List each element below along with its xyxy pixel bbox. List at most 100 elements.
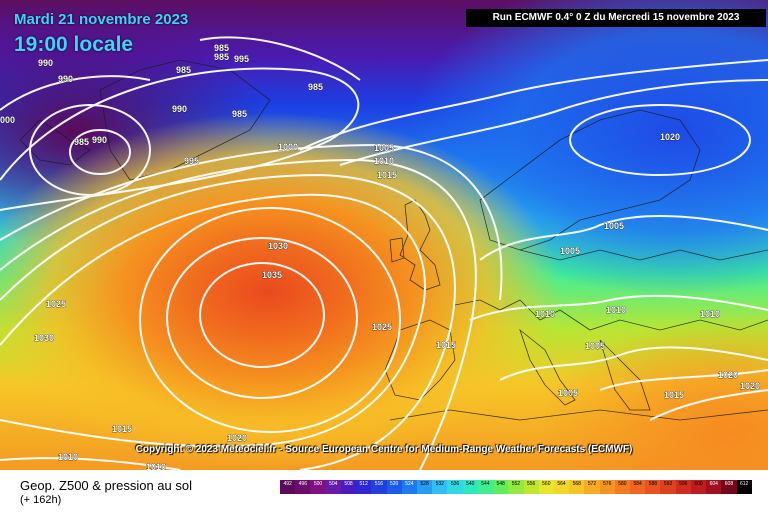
color-scale-label: 548 [496, 481, 505, 487]
color-scale-swatch: 568 [569, 480, 585, 494]
color-scale-label: 556 [526, 481, 536, 487]
isobar-label: 1015 [377, 170, 397, 180]
color-scale-swatch: 612 [736, 480, 752, 494]
color-scale-swatch: 608 [721, 480, 737, 494]
color-scale-label: 544 [481, 481, 490, 487]
color-scale-swatch: 508 [340, 480, 357, 494]
isobar-label: 990 [58, 74, 73, 84]
isobar-label: 985 [74, 137, 89, 147]
color-scale-label: 492 [283, 481, 292, 487]
color-scale-label: 580 [618, 481, 627, 487]
color-scale-swatch: 528 [416, 480, 433, 494]
color-scale-label: 608 [724, 481, 734, 487]
color-scale-swatch: 560 [538, 480, 554, 494]
isobar-label: 985 [176, 65, 191, 75]
isobar-label: 1005 [585, 341, 605, 351]
isobar-label: 985 [308, 82, 323, 92]
model-run-banner: Run ECMWF 0.4° 0 Z du Mercredi 15 novemb… [466, 9, 766, 27]
color-scale-label: 572 [587, 481, 597, 487]
isobar-label: 1025 [46, 299, 66, 309]
isobar-label: 1010 [146, 462, 166, 470]
color-scale-label: 540 [466, 481, 475, 487]
color-scale-swatch: 604 [706, 480, 722, 494]
color-scale-swatch: 552 [508, 480, 524, 494]
color-scale-label: 612 [740, 481, 749, 487]
color-scale-swatch: 556 [523, 480, 539, 494]
color-scale-label: 496 [298, 481, 307, 487]
color-scale-label: 564 [557, 481, 566, 487]
isobar-label: 1010 [58, 452, 78, 462]
isobar-label: 000 [0, 115, 15, 125]
color-scale-swatch: 580 [614, 480, 631, 494]
isobar-label: 1020 [660, 132, 680, 142]
isobar-label: 1020 [227, 433, 247, 443]
color-scale-swatch: 548 [493, 480, 509, 494]
isobar-label: 1020 [718, 370, 738, 380]
isobar-label: 1030 [34, 333, 54, 343]
color-scale-label: 568 [572, 481, 581, 487]
isobar-label: 1020 [740, 381, 760, 391]
color-scale: 492 496 500 504 508 512 516 520 524 528 532 536 540 5… [280, 480, 752, 494]
color-scale-label: 508 [344, 481, 353, 487]
color-scale-swatch: 592 [660, 480, 676, 494]
color-scale-label: 600 [694, 481, 703, 487]
isobar-label: 1015 [112, 424, 132, 434]
isobar-label: 985 [214, 52, 229, 62]
color-scale-swatch: 600 [690, 480, 707, 494]
color-scale-swatch: 540 [462, 480, 478, 494]
copyright-notice: Copyright © 2023 Meteociel.fr - Source E… [135, 444, 633, 455]
isobar-label: 995 [234, 54, 249, 64]
color-scale-label: 560 [542, 481, 551, 487]
weather-map: 990 990 985 985 985 995 985 990 985 000 … [0, 0, 768, 470]
isobar-label: 1010 [606, 305, 626, 315]
color-scale-label: 552 [511, 481, 521, 487]
color-scale-label: 536 [450, 481, 460, 487]
isobar-label: 1010 [374, 156, 394, 166]
color-scale-label: 604 [709, 481, 718, 487]
isobar-label: 1035 [262, 270, 282, 280]
color-scale-label: 512 [359, 481, 368, 487]
color-scale-swatch: 572 [584, 480, 600, 494]
color-scale-swatch: 500 [310, 480, 326, 494]
isobar-label: 990 [92, 135, 107, 145]
isobar-label: 1005 [604, 221, 624, 231]
isobar-label: 1015 [664, 390, 684, 400]
color-scale-label: 592 [663, 481, 673, 487]
color-scale-label: 504 [329, 481, 338, 487]
color-scale-label: 584 [633, 481, 642, 487]
isobar-labels: 990 990 985 985 985 995 985 990 985 000 … [0, 43, 760, 470]
color-scale-label: 596 [679, 481, 688, 487]
color-scale-swatch: 512 [356, 480, 372, 494]
forecast-lead-time: (+ 162h) [20, 494, 62, 506]
color-scale-swatch: 596 [675, 480, 691, 494]
color-scale-swatch: 576 [599, 480, 615, 494]
isobar-label: 1005 [560, 246, 580, 256]
color-scale-label: 528 [420, 481, 429, 487]
forecast-time: 19:00 locale [14, 33, 134, 56]
color-scale-swatch: 588 [645, 480, 661, 494]
color-scale-swatch: 520 [386, 480, 402, 494]
color-scale-swatch: 492 [280, 480, 296, 494]
isobar-label: 1010 [535, 309, 555, 319]
color-scale-swatch: 532 [432, 480, 448, 494]
isobar-label: 1005 [558, 388, 578, 398]
forecast-date: Mardi 21 novembre 2023 [14, 11, 189, 28]
isobar-label: 995 [184, 156, 199, 166]
isobar-label: 1025 [372, 322, 392, 332]
color-scale-label: 532 [435, 481, 444, 487]
isobar-label: 1010 [700, 309, 720, 319]
isobar-label: 985 [214, 43, 229, 53]
isobar-label: 985 [232, 109, 247, 119]
color-scale-swatch: 524 [401, 480, 417, 494]
color-scale-swatch: 564 [553, 480, 570, 494]
color-scale-swatch: 504 [325, 480, 341, 494]
color-scale-swatch: 536 [447, 480, 463, 494]
isobar-label: 1000 [278, 142, 298, 152]
isobar-label: 1015 [436, 340, 456, 350]
coastlines [19, 59, 768, 421]
isobar-label: 1030 [268, 241, 288, 251]
color-scale-label: 516 [374, 481, 384, 487]
isobar-label: 990 [172, 104, 187, 114]
color-scale-swatch: 584 [630, 480, 646, 494]
